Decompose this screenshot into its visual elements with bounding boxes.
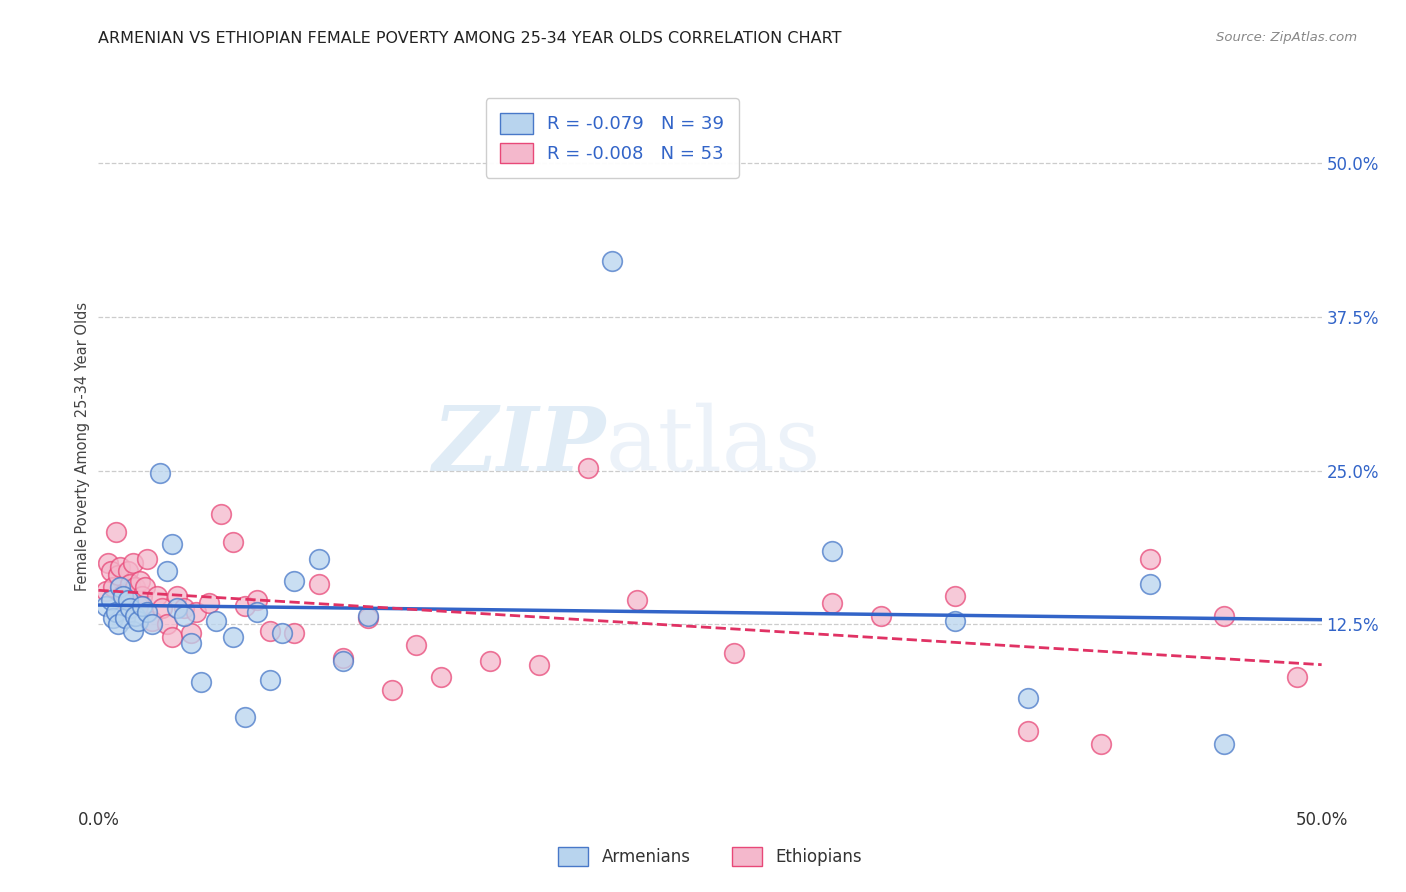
- Point: [180, 626, 202, 640]
- Point: [104, 525, 127, 540]
- Point: [209, 507, 232, 521]
- Point: [124, 581, 146, 595]
- Point: [111, 587, 134, 601]
- Point: [114, 611, 136, 625]
- Point: [117, 592, 139, 607]
- Point: [1139, 552, 1161, 566]
- Point: [821, 597, 844, 611]
- Point: [131, 589, 153, 603]
- Point: [430, 670, 453, 684]
- Point: [150, 601, 173, 615]
- Point: [110, 581, 132, 595]
- Point: [1017, 691, 1039, 706]
- Point: [107, 568, 129, 582]
- Point: [308, 576, 330, 591]
- Point: [478, 654, 501, 668]
- Point: [160, 537, 183, 551]
- Point: [120, 601, 142, 615]
- Point: [101, 611, 124, 625]
- Point: [156, 617, 179, 632]
- Point: [205, 614, 228, 628]
- Point: [246, 592, 269, 607]
- Point: [246, 605, 269, 619]
- Point: [197, 597, 219, 611]
- Point: [120, 576, 142, 591]
- Text: ZIP: ZIP: [433, 403, 606, 489]
- Point: [943, 589, 966, 603]
- Point: [136, 552, 159, 566]
- Point: [100, 565, 122, 579]
- Point: [173, 601, 195, 615]
- Point: [259, 624, 281, 638]
- Point: [233, 709, 256, 723]
- Point: [222, 535, 245, 549]
- Point: [1090, 737, 1112, 751]
- Point: [332, 654, 354, 668]
- Point: [117, 565, 139, 579]
- Point: [160, 630, 183, 644]
- Point: [186, 605, 208, 619]
- Point: [222, 630, 245, 644]
- Point: [141, 614, 163, 628]
- Point: [270, 626, 294, 640]
- Text: atlas: atlas: [606, 402, 821, 490]
- Point: [308, 552, 330, 566]
- Point: [1139, 576, 1161, 591]
- Point: [576, 461, 599, 475]
- Point: [107, 617, 129, 632]
- Point: [405, 638, 427, 652]
- Point: [127, 599, 149, 613]
- Point: [381, 682, 404, 697]
- Point: [127, 614, 149, 628]
- Point: [100, 592, 122, 607]
- Point: [166, 601, 188, 615]
- Point: [111, 589, 134, 603]
- Point: [332, 650, 354, 665]
- Point: [259, 673, 281, 687]
- Point: [180, 636, 202, 650]
- Point: [173, 608, 195, 623]
- Y-axis label: Female Poverty Among 25-34 Year Olds: Female Poverty Among 25-34 Year Olds: [75, 301, 90, 591]
- Point: [121, 556, 143, 570]
- Point: [94, 599, 117, 613]
- Point: [626, 592, 648, 607]
- Point: [131, 599, 153, 613]
- Point: [1212, 608, 1234, 623]
- Point: [870, 608, 893, 623]
- Point: [156, 565, 179, 579]
- Text: Source: ZipAtlas.com: Source: ZipAtlas.com: [1216, 31, 1357, 45]
- Point: [166, 589, 188, 603]
- Point: [356, 611, 378, 625]
- Point: [283, 574, 305, 589]
- Point: [1286, 670, 1309, 684]
- Point: [723, 646, 745, 660]
- Point: [943, 614, 966, 628]
- Point: [121, 624, 143, 638]
- Point: [146, 589, 169, 603]
- Point: [97, 556, 120, 570]
- Point: [1017, 724, 1039, 739]
- Point: [1212, 737, 1234, 751]
- Point: [114, 592, 136, 607]
- Point: [283, 626, 305, 640]
- Point: [190, 675, 212, 690]
- Point: [104, 605, 127, 619]
- Point: [124, 608, 146, 623]
- Point: [527, 658, 550, 673]
- Point: [136, 605, 159, 619]
- Point: [149, 466, 172, 480]
- Text: ARMENIAN VS ETHIOPIAN FEMALE POVERTY AMONG 25-34 YEAR OLDS CORRELATION CHART: ARMENIAN VS ETHIOPIAN FEMALE POVERTY AMO…: [98, 31, 842, 46]
- Point: [94, 584, 117, 599]
- Point: [821, 543, 844, 558]
- Point: [134, 581, 156, 595]
- Point: [600, 254, 623, 268]
- Point: [233, 599, 256, 613]
- Point: [101, 581, 124, 595]
- Point: [356, 608, 378, 623]
- Legend: Armenians, Ethiopians: Armenians, Ethiopians: [551, 840, 869, 873]
- Point: [110, 559, 132, 574]
- Point: [141, 617, 163, 632]
- Point: [129, 574, 152, 589]
